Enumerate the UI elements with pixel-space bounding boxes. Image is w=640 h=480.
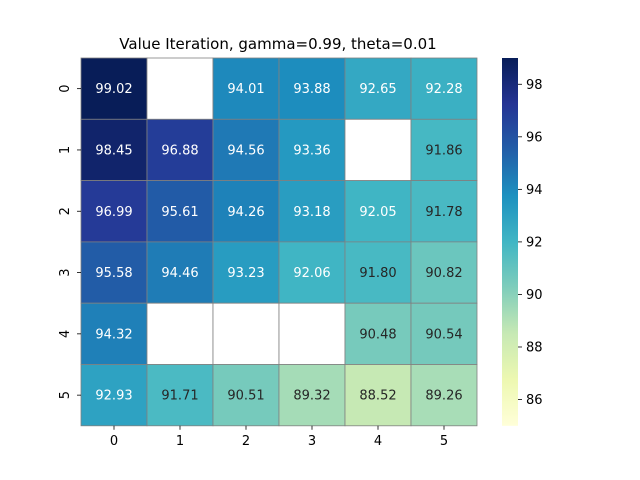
colorbar-tick-label-3: 92 xyxy=(526,235,543,250)
y-axis: 0 1 2 3 4 5 xyxy=(58,85,81,399)
cell-value-label-r1-c3: 93.36 xyxy=(293,143,330,158)
x-tick-label-3: 3 xyxy=(308,434,316,449)
heatmap-cell-r2-c5 xyxy=(410,180,478,243)
heatmap-cell-r5-c4 xyxy=(344,364,412,427)
heatmap-cell-empty-r4-c2 xyxy=(212,302,280,365)
heatmap-cell-r1-c5 xyxy=(410,118,478,182)
cell-value-label-r5-c0: 92.93 xyxy=(95,389,132,404)
cell-value-label-r4-c4: 90.48 xyxy=(359,327,396,342)
heatmap-cell-r3-c4 xyxy=(344,241,412,304)
heatmap-cell-r2-c4 xyxy=(344,180,412,243)
heatmap-cell-r4-c4 xyxy=(344,302,412,365)
cell-value-label-r3-c2: 93.23 xyxy=(227,266,264,281)
heatmap-cell-r3-c2 xyxy=(212,241,280,304)
heatmap-cell-r1-c1 xyxy=(146,118,214,182)
heatmap-cell-r2-c1 xyxy=(146,180,214,243)
cell-value-label-r2-c2: 94.26 xyxy=(227,205,264,220)
cell-value-label-r3-c4: 91.80 xyxy=(359,266,396,281)
cell-value-label-r5-c5: 89.26 xyxy=(425,389,462,404)
cell-value-label-r1-c1: 96.88 xyxy=(161,143,198,158)
x-tick-label-1: 1 xyxy=(176,434,184,449)
cell-value-label-r1-c0: 98.45 xyxy=(95,143,132,158)
chart-title: Value Iteration, gamma=0.99, theta=0.01 xyxy=(119,35,436,53)
y-tick-label-2: 2 xyxy=(58,207,73,215)
colorbar-tick-label-2: 90 xyxy=(526,288,543,303)
heatmap-cell-r4-c0 xyxy=(80,302,148,365)
heatmap-cells: 99.02 94.01 93.88 92.65 92.28 98.45 96.88 94.56… xyxy=(80,57,478,427)
x-axis: 0 1 2 3 4 5 xyxy=(110,425,448,449)
heatmap-cell-r3-c3 xyxy=(278,241,346,304)
x-tick-label-2: 2 xyxy=(242,434,250,449)
heatmap-cell-empty-r4-c3 xyxy=(278,302,346,365)
x-tick-label-5: 5 xyxy=(440,434,448,449)
y-tick-label-1: 1 xyxy=(58,146,73,154)
cell-value-label-r2-c0: 96.99 xyxy=(95,205,132,220)
y-tick-label-0: 0 xyxy=(58,85,73,93)
cell-value-label-r0-c2: 94.01 xyxy=(227,82,264,97)
cell-value-label-r5-c3: 89.32 xyxy=(293,389,330,404)
colorbar-gradient xyxy=(502,58,518,426)
cell-value-label-r3-c5: 90.82 xyxy=(425,266,462,281)
cell-value-label-r3-c1: 94.46 xyxy=(161,266,198,281)
heatmap-cell-r0-c2 xyxy=(212,57,280,120)
cell-value-label-r3-c3: 92.06 xyxy=(293,266,330,281)
cell-value-label-r0-c4: 92.65 xyxy=(359,82,396,97)
x-tick-label-4: 4 xyxy=(374,434,382,449)
cell-value-label-r2-c1: 95.61 xyxy=(161,205,198,220)
heatmap-cell-r1-c3 xyxy=(278,118,346,182)
cell-value-label-r0-c3: 93.88 xyxy=(293,82,330,97)
cell-value-label-r0-c0: 99.02 xyxy=(95,82,132,97)
cell-value-label-r5-c1: 91.71 xyxy=(161,389,198,404)
y-tick-label-4: 4 xyxy=(58,330,73,338)
heatmap-cell-r5-c3 xyxy=(278,364,346,427)
heatmap-cell-r2-c2 xyxy=(212,180,280,243)
colorbar: 86 88 90 92 94 96 98 xyxy=(502,58,543,426)
cell-value-label-r1-c5: 91.86 xyxy=(425,143,462,158)
heatmap-cell-r0-c3 xyxy=(278,57,346,120)
heatmap-cell-r3-c1 xyxy=(146,241,214,304)
heatmap-cell-empty-r0-c1 xyxy=(146,57,214,120)
y-tick-label-3: 3 xyxy=(58,268,73,276)
cell-value-label-r0-c5: 92.28 xyxy=(425,82,462,97)
colorbar-tick-label-6: 98 xyxy=(526,78,543,93)
heatmap-cell-r2-c3 xyxy=(278,180,346,243)
heatmap-cell-r3-c0 xyxy=(80,241,148,304)
cell-value-label-r4-c5: 90.54 xyxy=(425,327,462,342)
heatmap-cell-empty-r1-c4 xyxy=(344,118,412,182)
heatmap-cell-r4-c5 xyxy=(410,302,478,365)
cell-value-label-r5-c2: 90.51 xyxy=(227,389,264,404)
colorbar-tick-label-5: 96 xyxy=(526,130,543,145)
cell-value-label-r2-c4: 92.05 xyxy=(359,205,396,220)
x-tick-label-0: 0 xyxy=(110,434,118,449)
heatmap-cell-empty-r4-c1 xyxy=(146,302,214,365)
cell-value-label-r3-c0: 95.58 xyxy=(95,266,132,281)
cell-value-label-r2-c5: 91.78 xyxy=(425,205,462,220)
cell-value-label-r5-c4: 88.52 xyxy=(359,389,396,404)
heatmap-cell-r5-c0 xyxy=(80,364,148,427)
cell-value-label-r2-c3: 93.18 xyxy=(293,205,330,220)
heatmap-cell-r5-c5 xyxy=(410,364,478,427)
colorbar-tick-label-0: 86 xyxy=(526,393,543,408)
cell-value-label-r1-c2: 94.56 xyxy=(227,143,264,158)
colorbar-tick-label-1: 88 xyxy=(526,340,543,355)
heatmap-cell-r0-c0 xyxy=(80,57,148,120)
cell-value-label-r4-c0: 94.32 xyxy=(95,327,132,342)
colorbar-tick-label-4: 94 xyxy=(526,183,543,198)
heatmap-cell-r1-c2 xyxy=(212,118,280,182)
heatmap-cell-r3-c5 xyxy=(410,241,478,304)
y-tick-label-5: 5 xyxy=(58,391,73,399)
